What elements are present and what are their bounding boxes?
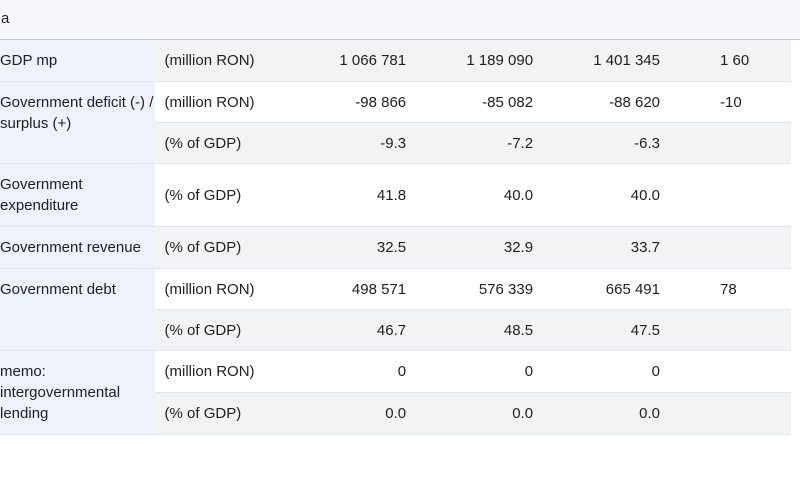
value-cell: 41.8 — [279, 163, 407, 227]
unit-cell: (% of GDP) — [154, 392, 280, 435]
row-label: GDP mp — [0, 40, 155, 82]
value-cell: -85 082 — [406, 81, 534, 123]
unit-cell: (million RON) — [154, 350, 280, 393]
value-cell: 40.0 — [533, 163, 660, 227]
row-label: Government debt — [0, 268, 155, 351]
value-cell: -88 620 — [533, 81, 660, 123]
empty-cell — [660, 122, 791, 164]
empty-cell — [660, 350, 791, 393]
table-row: Government revenue (% of GDP) 32.5 32.9 33.7 — [0, 226, 791, 269]
table-row: memo: intergovernmental lending (million … — [0, 350, 791, 435]
value-cell: 665 491 — [533, 268, 660, 310]
value-cell: 32.5 — [279, 226, 407, 269]
unit-cell: (million RON) — [154, 40, 280, 82]
value-cell: 1 60 — [660, 40, 791, 82]
table-row: Government deficit (-) / surplus (+) (mil… — [0, 81, 791, 164]
unit-cell: (million RON) — [154, 268, 280, 310]
row-label: Government expenditure — [0, 163, 155, 227]
value-cell: 78 — [660, 268, 791, 310]
value-cell: 32.9 — [406, 226, 534, 269]
value-cell: 47.5 — [533, 309, 660, 351]
value-cell: 0.0 — [533, 392, 660, 435]
value-cell: 498 571 — [279, 268, 407, 310]
value-cell: 0 — [279, 350, 407, 393]
value-cell: 40.0 — [406, 163, 534, 227]
unit-cell: (million RON) — [154, 81, 280, 123]
value-cell: 0.0 — [279, 392, 407, 435]
empty-cell — [660, 163, 791, 227]
table-row: (% of GDP) 46.7 48.5 47.5 — [0, 309, 791, 351]
value-cell: 1 401 345 — [533, 40, 660, 82]
value-cell: 0.0 — [406, 392, 534, 435]
value-cell: -6.3 — [533, 122, 660, 164]
value-cell: 46.7 — [279, 309, 407, 351]
row-label: Government deficit (-) / surplus (+) — [0, 81, 155, 164]
empty-cell — [660, 226, 791, 269]
header: a — [0, 0, 800, 40]
empty-cell — [660, 392, 791, 435]
data-table: GDP mp (million RON) 1 066 781 1 189 090 1 4… — [0, 40, 791, 435]
row-label: memo: intergovernmental lending — [0, 350, 155, 435]
unit-cell: (% of GDP) — [154, 226, 280, 269]
value-cell: 48.5 — [406, 309, 534, 351]
value-cell: -7.2 — [406, 122, 534, 164]
value-cell: 0 — [533, 350, 660, 393]
table-row: Government expenditure (% of GDP) 41.8 40.0… — [0, 163, 791, 227]
table-row: (% of GDP) -9.3 -7.2 -6.3 — [0, 122, 791, 164]
value-cell: 0 — [406, 350, 534, 393]
value-cell: -9.3 — [279, 122, 407, 164]
value-cell: 1 066 781 — [279, 40, 407, 82]
value-cell: -98 866 — [279, 81, 407, 123]
unit-cell: (% of GDP) — [154, 122, 280, 164]
value-cell: 33.7 — [533, 226, 660, 269]
value-cell: 1 189 090 — [406, 40, 534, 82]
table-row: Government debt (million RON) 498 571 576 3… — [0, 268, 791, 351]
value-cell: 576 339 — [406, 268, 534, 310]
row-label: Government revenue — [0, 226, 155, 269]
value-cell: -10 — [660, 81, 791, 123]
unit-cell: (% of GDP) — [154, 309, 280, 351]
table-row: GDP mp (million RON) 1 066 781 1 189 090 1 4… — [0, 40, 791, 82]
table-row: (% of GDP) 0.0 0.0 0.0 — [0, 392, 791, 435]
empty-cell — [660, 309, 791, 351]
unit-cell: (% of GDP) — [154, 163, 280, 227]
header-title: a — [1, 10, 10, 27]
